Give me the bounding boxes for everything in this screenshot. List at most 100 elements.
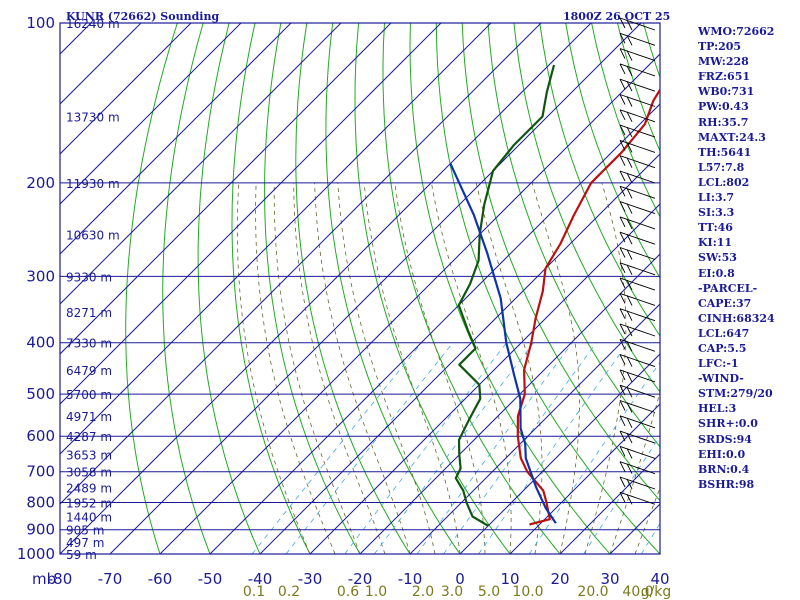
- time-title: 1800Z 26 OCT 25: [563, 10, 670, 23]
- wind-barb-flag: [619, 400, 626, 411]
- wind-barb: [619, 354, 656, 368]
- wind-barb-flag: [626, 126, 633, 138]
- wind-barb-flag: [619, 262, 626, 274]
- height-label: 1440 m: [66, 511, 112, 525]
- wind-barb-flag: [619, 476, 626, 488]
- stat-line: TT:46: [698, 221, 733, 235]
- stat-line: SW:53: [698, 251, 737, 265]
- height-label: 9330 m: [66, 270, 112, 284]
- wind-barb: [619, 201, 656, 215]
- dry-adiabat: [125, 23, 178, 554]
- wind-barb-flag: [619, 415, 626, 427]
- wind-barb-flag: [626, 295, 633, 306]
- stat-line: KI:11: [698, 236, 733, 250]
- wind-barb-flag: [619, 446, 626, 457]
- wind-barb: [619, 17, 656, 31]
- wind-barb-flag: [619, 124, 626, 136]
- pressure-tick-label: 100: [26, 14, 55, 32]
- wind-barb: [619, 277, 656, 291]
- isotherm: [459, 353, 660, 554]
- height-label: 16240 m: [66, 17, 120, 31]
- wind-barb: [619, 231, 656, 245]
- isotherm: [309, 203, 660, 554]
- height-label: 13730 m: [66, 111, 120, 125]
- axis-unit-label: mb: [32, 570, 56, 588]
- stat-line: EHI:0.0: [698, 447, 746, 461]
- wind-barb-flag: [619, 492, 626, 503]
- wind-barb-flag: [626, 448, 633, 459]
- wind-barb: [619, 308, 656, 322]
- height-label: 10630 m: [66, 228, 120, 242]
- mixing-ratio-label: 0.2: [278, 584, 300, 600]
- wind-barb-flag: [626, 264, 633, 276]
- stat-line: SI:3.3: [698, 206, 735, 220]
- wind-barb-flag: [626, 494, 633, 505]
- wind-barb: [619, 415, 656, 429]
- wind-barb: [619, 292, 656, 306]
- wind-barb: [619, 247, 656, 260]
- isotherm: [60, 23, 492, 455]
- wind-barb: [619, 155, 656, 169]
- wind-barb: [619, 109, 656, 123]
- sounding-series: [449, 64, 660, 527]
- isotherm: [359, 253, 660, 554]
- mixing-ratio-label: g/kg: [641, 584, 672, 600]
- dry-adiabat: [382, 23, 561, 554]
- wind-barb: [619, 262, 656, 276]
- isotherm: [60, 23, 242, 205]
- pressure-temperature-grid: [59, 22, 661, 555]
- isotherm: [509, 403, 660, 554]
- height-label: 6479 m: [66, 364, 112, 378]
- mixing-ratio-label: 40.0: [622, 584, 653, 600]
- dewpoint-line: [454, 64, 556, 527]
- wind-barb-flag: [619, 33, 626, 44]
- wind-barb-flag: [626, 96, 633, 107]
- pressure-tick-label: 600: [26, 427, 55, 445]
- moist-adiabat: [293, 182, 386, 554]
- stat-line: PW:0.43: [698, 100, 749, 114]
- wind-barb-flag: [626, 371, 633, 383]
- temperature-tick-label: 30: [600, 570, 619, 588]
- moist-adiabat: [634, 486, 660, 554]
- moist-adiabat: [237, 182, 311, 554]
- wind-barb-flag: [619, 369, 626, 381]
- pressure-tick-label: 400: [26, 334, 55, 352]
- dry-adiabat: [264, 23, 361, 554]
- wind-barb-flag: [619, 48, 626, 59]
- moist-adiabat: [255, 182, 336, 554]
- stat-line: LI:3.7: [698, 191, 735, 205]
- wind-barb-flag: [626, 142, 633, 153]
- height-label: 4287 m: [66, 430, 112, 444]
- temperature-tick-label: 10: [500, 570, 519, 588]
- wind-barb: [619, 369, 656, 383]
- wind-barb-flag: [619, 63, 626, 75]
- wind-barb: [619, 400, 656, 413]
- stat-line: -WIND-: [698, 372, 744, 386]
- wind-barb-flag: [619, 323, 626, 335]
- wind-barb-flag: [626, 188, 633, 199]
- wind-barb-flag: [619, 140, 626, 151]
- wind-barb-flag: [626, 279, 633, 291]
- wind-barb: [619, 461, 656, 475]
- wind-barb: [619, 323, 656, 337]
- wind-barb-flag: [626, 386, 633, 398]
- parcel-line: [449, 163, 557, 524]
- pressure-tick-label: 800: [26, 494, 55, 512]
- wind-barb: [619, 338, 656, 352]
- stat-line: CAPE:37: [698, 296, 752, 310]
- stat-line: LCL:802: [698, 175, 750, 189]
- wind-barb: [619, 430, 656, 444]
- mixing-ratio-label: 10.0: [512, 584, 543, 600]
- temperature-tick-label: -30: [298, 570, 323, 588]
- mixing-ratio-label: 20.0: [577, 584, 608, 600]
- stat-line: WB0:731: [698, 85, 755, 99]
- wind-barb-flag: [626, 463, 633, 474]
- wind-barb-flag: [626, 172, 633, 184]
- wind-barb-flag: [619, 231, 626, 243]
- wind-barb-flag: [619, 461, 626, 472]
- stat-line: L57:7.8: [698, 160, 745, 174]
- isotherm: [60, 23, 292, 255]
